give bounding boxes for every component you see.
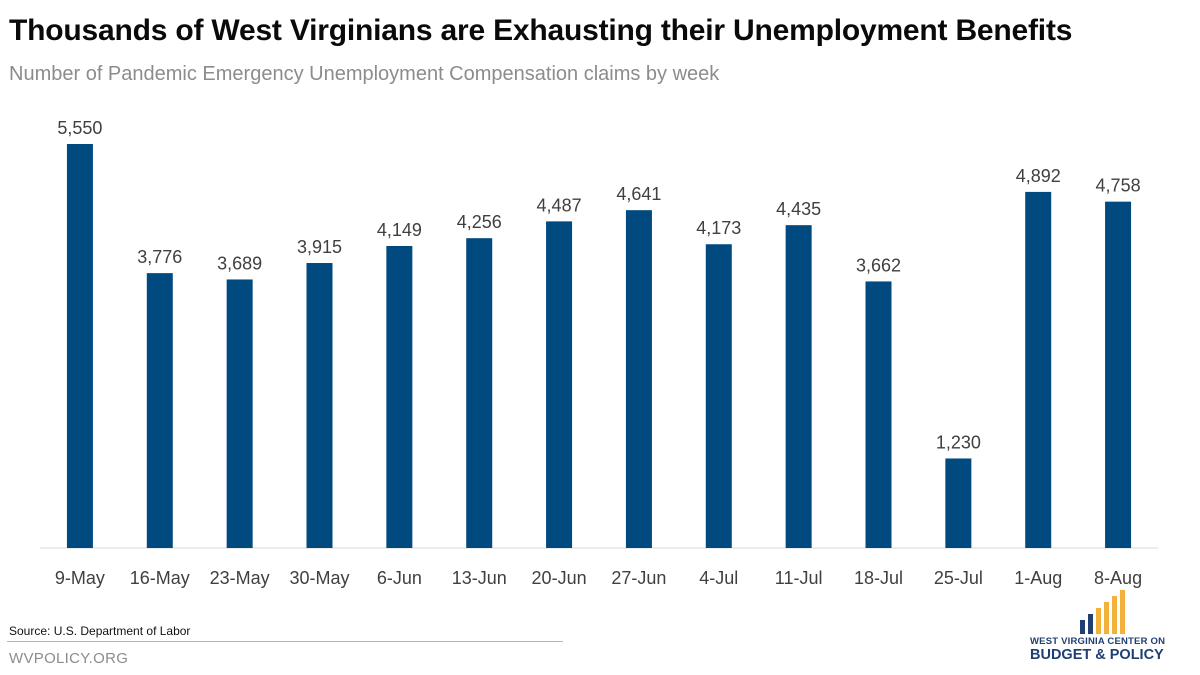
bar-27-Jun (625, 210, 652, 549)
bar-16-May (146, 273, 173, 548)
logo-text-line1: WEST VIRGINIA CENTER ON (1030, 636, 1166, 647)
x-tick-label: 1-Aug (1014, 568, 1062, 588)
x-tick-label: 20-Jun (532, 568, 587, 588)
bar-9-May (66, 144, 93, 548)
bar-25-Jul (945, 458, 972, 548)
logo-bars-icon (1080, 590, 1125, 634)
x-tick-label: 23-May (210, 568, 270, 588)
bar-30-May (306, 263, 333, 548)
data-label: 3,662 (856, 255, 901, 275)
x-tick-label: 4-Jul (699, 568, 738, 588)
data-label: 4,256 (457, 212, 502, 232)
x-tick-label: 9-May (55, 568, 105, 588)
bar-23-May (226, 279, 253, 548)
source-note: Source: U.S. Department of Labor (9, 624, 191, 638)
data-label: 1,230 (936, 432, 981, 452)
bar-11-Jul (785, 225, 812, 548)
x-tick-label: 18-Jul (854, 568, 903, 588)
data-label: 3,689 (217, 253, 262, 273)
data-label: 3,776 (137, 247, 182, 267)
wv-center-budget-policy-logo: WEST VIRGINIA CENTER ON BUDGET & POLICY (1030, 588, 1180, 668)
data-label: 4,892 (1016, 166, 1061, 186)
chart-subtitle: Number of Pandemic Emergency Unemploymen… (9, 63, 720, 85)
data-label: 3,915 (297, 237, 342, 257)
logo-text-line2: BUDGET & POLICY (1030, 647, 1164, 663)
x-tick-label: 11-Jul (775, 568, 823, 588)
bar-4-Jul (705, 244, 732, 549)
data-label: 4,173 (696, 218, 741, 238)
bar-1-Aug (1025, 191, 1052, 549)
x-tick-label: 25-Jul (934, 568, 983, 588)
x-tick-label: 6-Jun (377, 568, 422, 588)
source-divider (7, 641, 563, 642)
x-tick-label: 27-Jun (611, 568, 666, 588)
data-label: 4,758 (1096, 176, 1141, 196)
data-label: 4,641 (616, 184, 661, 204)
site-url: WVPOLICY.ORG (9, 650, 129, 667)
bar-18-Jul (865, 281, 892, 548)
chart-title: Thousands of West Virginians are Exhaust… (9, 14, 1073, 47)
data-label: 4,487 (537, 195, 582, 215)
data-label: 4,149 (377, 220, 422, 240)
bar-20-Jun (546, 221, 573, 549)
x-tick-label: 8-Aug (1094, 568, 1142, 588)
x-tick-label: 16-May (130, 568, 190, 588)
bar-13-Jun (466, 238, 493, 548)
bar-chart: 5,550 9-May 3,776 16-May 3,689 23-May 3,915 30-… (40, 118, 1158, 588)
bar-6-Jun (386, 245, 413, 548)
bar-8-Aug (1105, 201, 1132, 548)
data-label: 4,435 (776, 199, 821, 219)
x-tick-label: 13-Jun (452, 568, 507, 588)
data-label: 5,550 (57, 118, 102, 138)
x-tick-label: 30-May (289, 568, 349, 588)
